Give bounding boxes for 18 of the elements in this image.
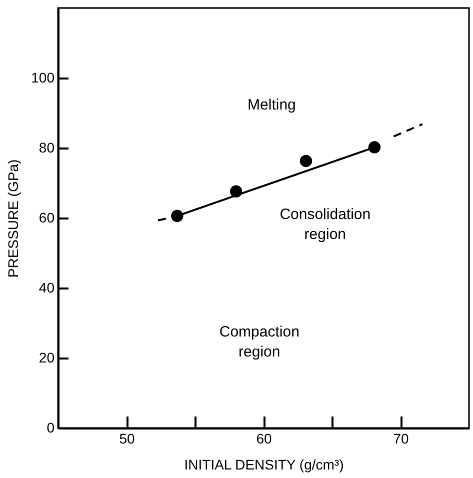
point [171,210,184,222]
y-tick-label: 20 [38,350,55,366]
y-tick-label: 100 [31,70,55,86]
y-tick-label: 80 [38,140,55,156]
point [230,185,242,198]
x-axis-title: INITIAL DENSITY (g/cm³) [184,456,344,472]
annotation: Melting [248,96,296,114]
point [300,154,312,168]
point [368,141,381,154]
annotation: Consolidation region [280,206,371,243]
y-tick-label: 0 [46,420,55,436]
y-tick-label: 40 [38,280,55,296]
annotation: Compaction region [219,323,300,360]
y-axis-title: PRESSURE (GPa) [5,159,22,278]
x-tick-label: 70 [393,430,409,446]
x-tick-label: 50 [119,430,135,446]
x-tick-label: 60 [256,430,272,446]
y-tick-label: 60 [38,210,55,226]
